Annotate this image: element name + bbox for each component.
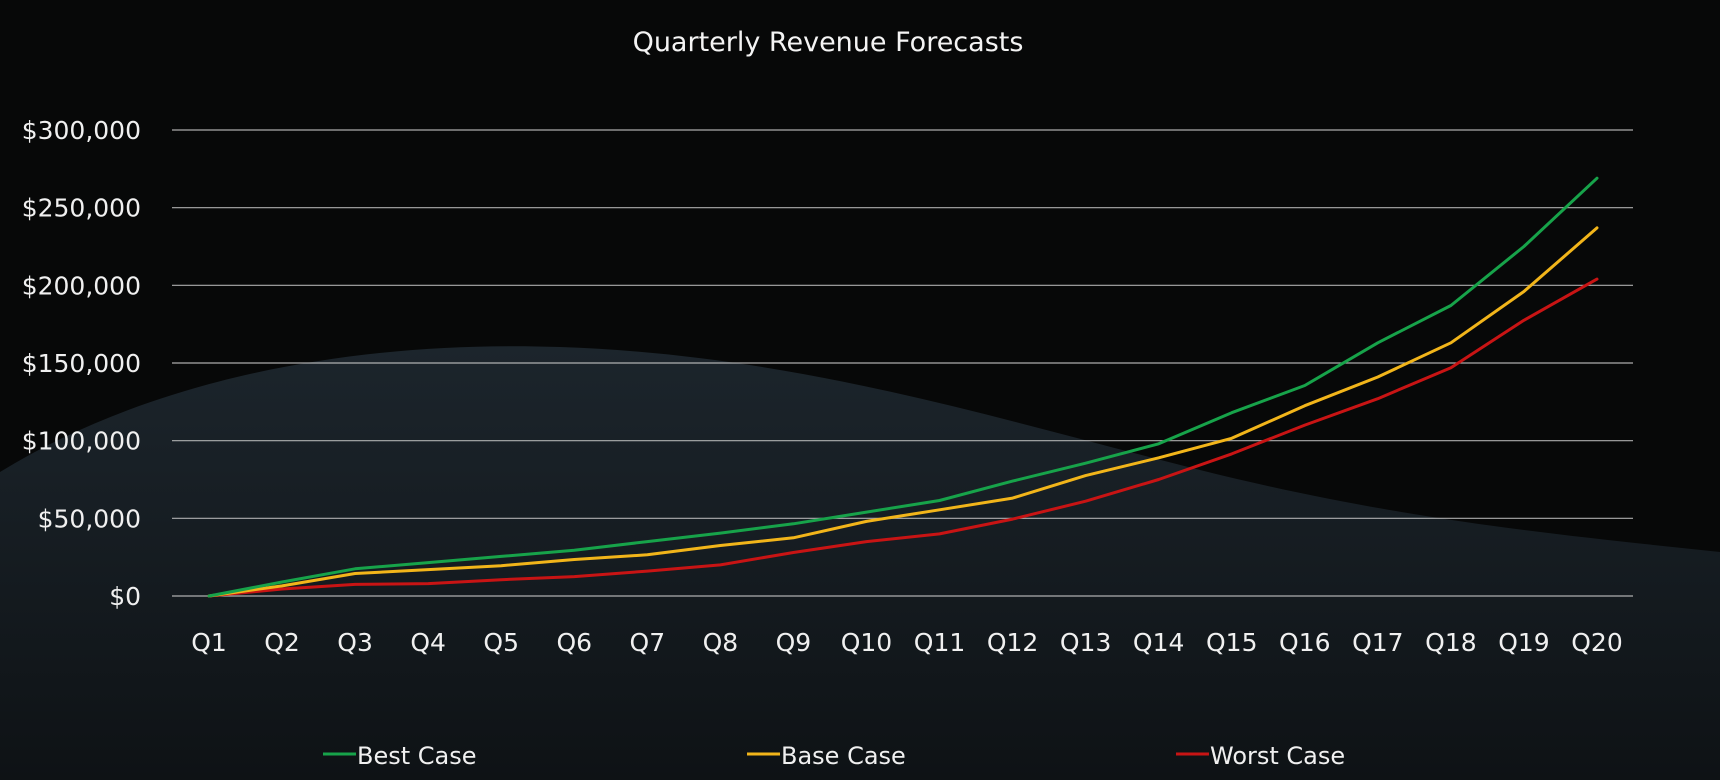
legend: Best Case Base Case Worst Case [323, 742, 1345, 770]
x-tick-label: Q17 [1352, 628, 1404, 657]
y-tick-label: $300,000 [22, 116, 141, 145]
x-tick-label: Q4 [410, 628, 446, 657]
x-tick-label: Q5 [483, 628, 519, 657]
x-tick-label: Q10 [841, 628, 893, 657]
series-line-base-case [207, 226, 1599, 598]
x-tick-label: Q11 [914, 628, 966, 657]
x-tick-label: Q2 [264, 628, 300, 657]
x-tick-label: Q9 [776, 628, 812, 657]
background-hill [0, 346, 1720, 780]
y-tick-label: $100,000 [22, 427, 141, 456]
x-tick-label: Q16 [1279, 628, 1331, 657]
x-tick-label: Q7 [630, 628, 666, 657]
x-tick-label: Q6 [556, 628, 592, 657]
x-axis-ticks: Q1 Q2 Q3 Q4 Q5 Q6 Q7 Q8 Q9 Q10 Q11 Q12 Q13 Q14 Q15 Q16 Q… [191, 628, 1623, 657]
x-tick-label: Q13 [1060, 628, 1112, 657]
x-tick-label: Q8 [703, 628, 739, 657]
x-tick-label: Q3 [337, 628, 373, 657]
y-axis-ticks: $0 $50,000 $100,000 $150,000 $200,000 $250,00… [22, 116, 141, 611]
x-tick-label: Q19 [1498, 628, 1550, 657]
x-tick-label: Q18 [1425, 628, 1477, 657]
x-tick-label: Q20 [1571, 628, 1623, 657]
y-tick-label: $250,000 [22, 194, 141, 223]
legend-label-worst-case: Worst Case [1210, 742, 1345, 770]
y-tick-label: $150,000 [22, 349, 141, 378]
y-tick-label: $0 [109, 582, 141, 611]
x-tick-label: Q14 [1133, 628, 1185, 657]
legend-label-best-case: Best Case [357, 742, 477, 770]
y-tick-label: $200,000 [22, 271, 141, 300]
series-lines [207, 176, 1599, 598]
y-tick-label: $50,000 [38, 504, 141, 533]
legend-label-base-case: Base Case [781, 742, 906, 770]
chart-title: Quarterly Revenue Forecasts [633, 27, 1024, 58]
x-tick-label: Q12 [987, 628, 1039, 657]
grid-lines [172, 129, 1633, 597]
x-tick-label: Q1 [191, 628, 227, 657]
series-line-worst-case [207, 277, 1599, 598]
x-tick-label: Q15 [1206, 628, 1258, 657]
series-line-best-case [207, 176, 1599, 598]
